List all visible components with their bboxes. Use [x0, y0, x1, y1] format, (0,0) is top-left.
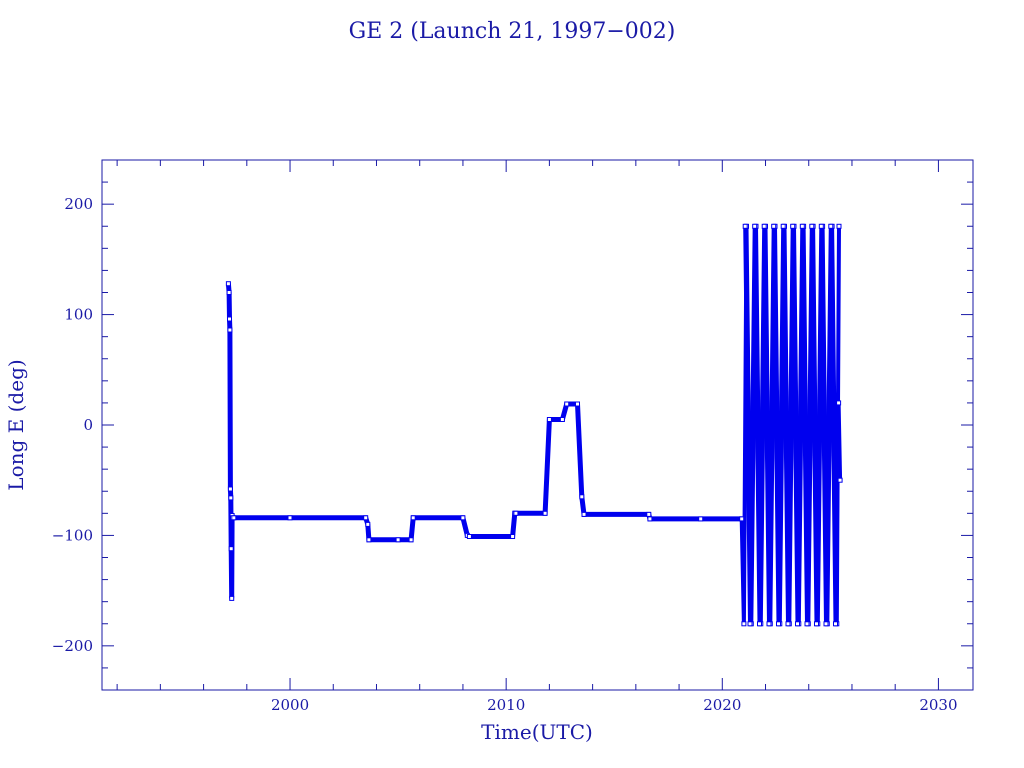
data-point	[227, 327, 233, 333]
data-point	[780, 223, 786, 229]
data-point	[228, 495, 234, 501]
data-point	[287, 515, 293, 521]
data-point	[646, 511, 652, 517]
data-point	[575, 401, 580, 407]
y-tick-label: −100	[52, 526, 93, 544]
data-point	[837, 477, 843, 483]
data-series	[225, 223, 843, 627]
data-point	[785, 621, 791, 627]
data-point	[814, 621, 819, 627]
data-point	[579, 494, 585, 500]
series-line	[743, 226, 843, 624]
data-point	[564, 401, 570, 407]
data-point	[647, 516, 653, 522]
y-tick-label: 200	[64, 195, 93, 213]
data-point	[771, 223, 777, 229]
data-point	[809, 223, 815, 229]
data-point	[836, 223, 842, 229]
x-axis-label: Time(UTC)	[481, 720, 593, 744]
series-line	[225, 283, 742, 599]
data-point	[836, 400, 842, 406]
data-point	[766, 621, 772, 627]
data-point	[799, 223, 805, 229]
data-point	[395, 537, 401, 543]
x-tick-label: 2020	[703, 696, 741, 714]
x-tick-label: 2030	[919, 696, 957, 714]
data-point	[231, 515, 237, 521]
data-point	[229, 595, 235, 601]
x-tick-label: 2000	[271, 696, 309, 714]
data-point	[466, 534, 472, 539]
data-point	[226, 290, 232, 295]
data-point	[790, 223, 796, 229]
y-tick-label: 0	[83, 416, 93, 434]
data-point	[828, 223, 834, 229]
axis-tick-labels: 2000 2010 2020 2030 −200 −100 0 100 200	[52, 195, 958, 714]
data-point	[752, 223, 758, 229]
chart-title: GE 2 (Launch 21, 1997−002)	[349, 19, 676, 44]
y-tick-label: 100	[64, 306, 93, 324]
data-point	[227, 316, 232, 322]
data-point	[823, 621, 829, 627]
data-point	[741, 621, 747, 627]
data-point	[542, 510, 548, 516]
data-point	[410, 515, 416, 521]
data-point	[761, 223, 767, 229]
data-point	[228, 546, 234, 552]
y-tick-label: −200	[52, 637, 93, 655]
data-point	[365, 521, 371, 527]
data-point	[804, 621, 810, 627]
data-point	[510, 534, 516, 539]
data-point	[818, 223, 824, 229]
data-point	[747, 621, 753, 627]
data-point	[225, 281, 231, 287]
data-point	[742, 223, 748, 229]
data-point	[698, 516, 704, 522]
data-point	[757, 621, 762, 627]
data-point	[581, 511, 587, 517]
data-point	[833, 621, 838, 627]
data-point	[363, 515, 369, 521]
data-point	[460, 515, 466, 521]
data-point	[795, 621, 800, 627]
data-point	[559, 417, 565, 422]
data-point	[408, 537, 414, 543]
data-point	[227, 486, 233, 492]
data-point	[513, 510, 519, 516]
data-point	[546, 417, 552, 422]
data-point	[366, 537, 372, 543]
data-point	[776, 621, 781, 627]
data-point	[739, 516, 745, 522]
y-axis-label: Long E (deg)	[4, 359, 28, 490]
x-tick-label: 2010	[487, 696, 525, 714]
axis-ticks	[102, 159, 973, 691]
